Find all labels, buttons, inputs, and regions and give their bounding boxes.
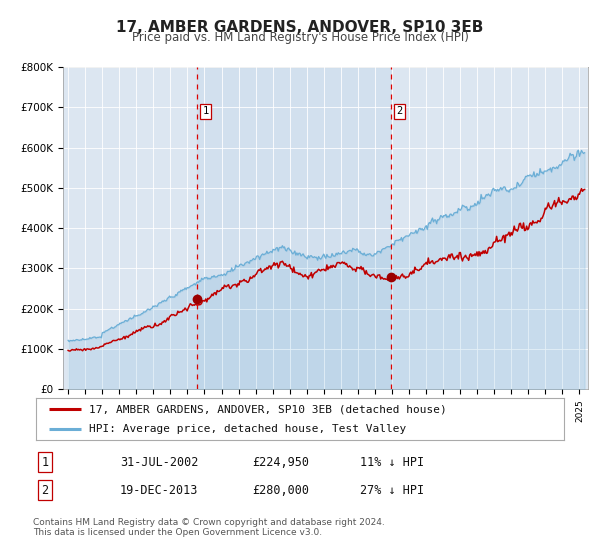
Text: 31-JUL-2002: 31-JUL-2002: [120, 455, 199, 469]
Text: HPI: Average price, detached house, Test Valley: HPI: Average price, detached house, Test…: [89, 424, 406, 434]
Text: 27% ↓ HPI: 27% ↓ HPI: [360, 483, 424, 497]
Text: Price paid vs. HM Land Registry's House Price Index (HPI): Price paid vs. HM Land Registry's House …: [131, 31, 469, 44]
Text: 1: 1: [202, 106, 209, 116]
Text: 2: 2: [41, 483, 49, 497]
Text: 17, AMBER GARDENS, ANDOVER, SP10 3EB (detached house): 17, AMBER GARDENS, ANDOVER, SP10 3EB (de…: [89, 404, 446, 414]
Text: 2: 2: [397, 106, 403, 116]
Bar: [197, 67, 391, 389]
Text: £280,000: £280,000: [252, 483, 309, 497]
Text: 19-DEC-2013: 19-DEC-2013: [120, 483, 199, 497]
Text: Contains HM Land Registry data © Crown copyright and database right 2024.
This d: Contains HM Land Registry data © Crown c…: [33, 518, 385, 538]
Text: 17, AMBER GARDENS, ANDOVER, SP10 3EB: 17, AMBER GARDENS, ANDOVER, SP10 3EB: [116, 20, 484, 35]
Text: £224,950: £224,950: [252, 455, 309, 469]
Text: 11% ↓ HPI: 11% ↓ HPI: [360, 455, 424, 469]
Text: 1: 1: [41, 455, 49, 469]
